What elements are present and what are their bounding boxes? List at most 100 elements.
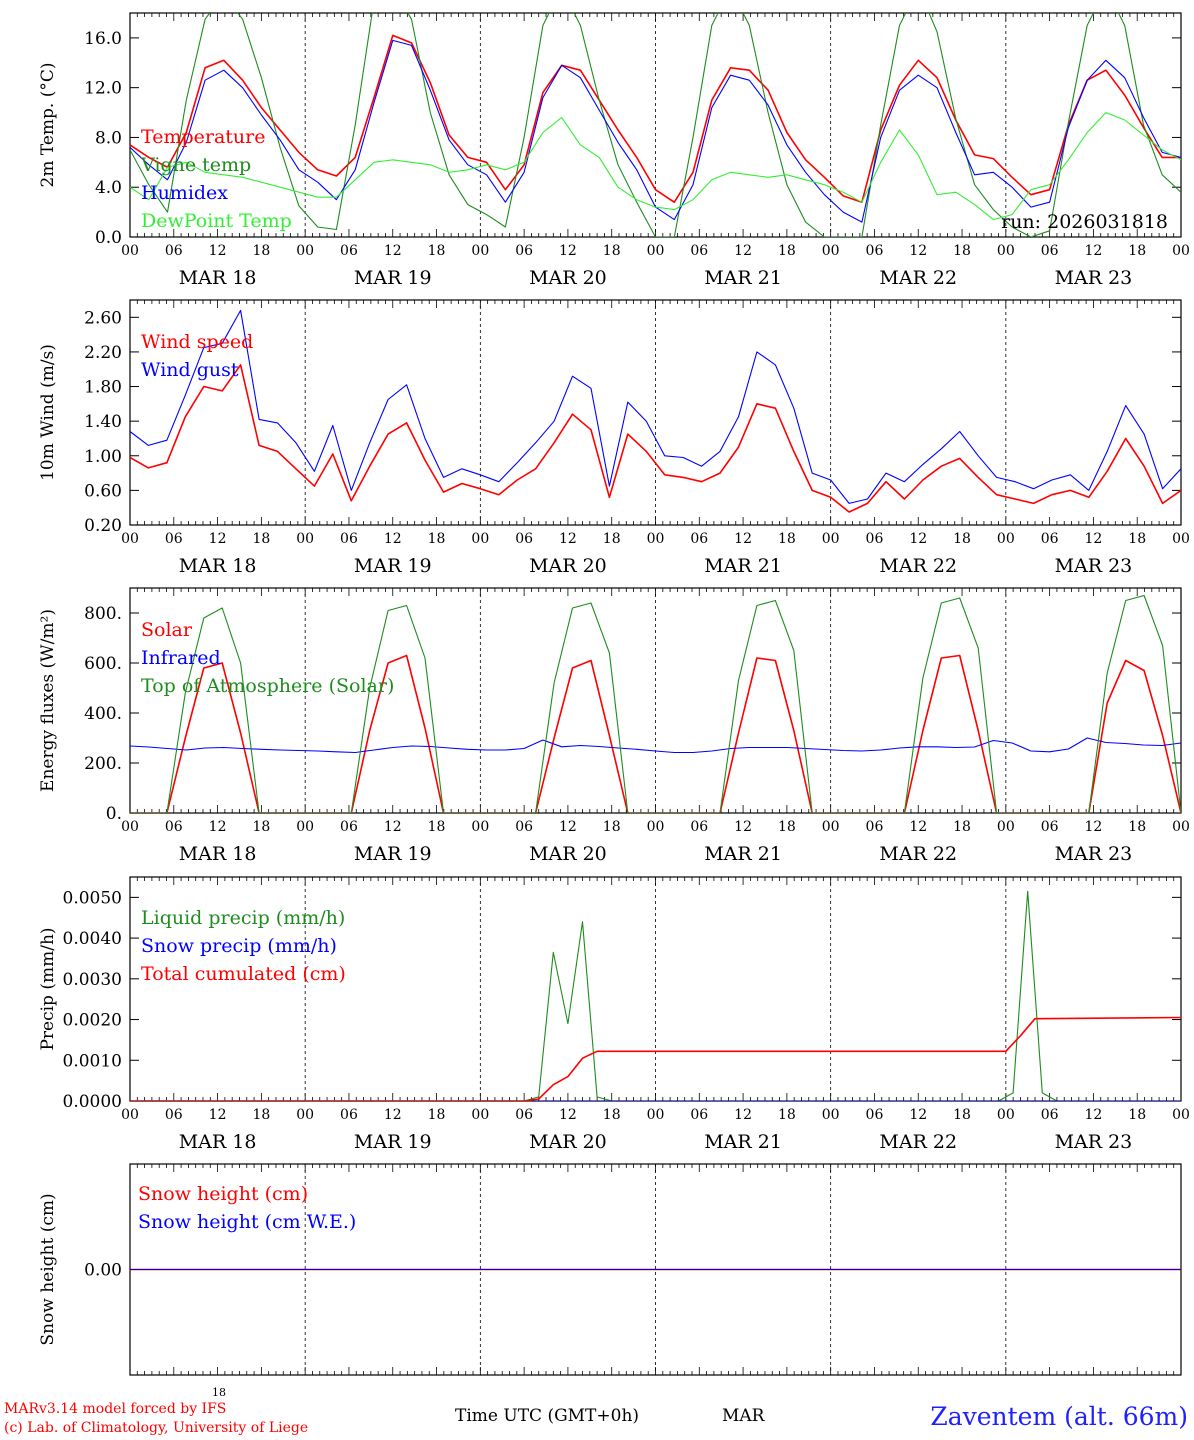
x-tick-label: 12: [909, 243, 927, 259]
x-tick-label: 06: [165, 531, 183, 547]
x-tick-label: 00: [647, 243, 665, 259]
x-tick-label: 06: [1041, 531, 1059, 547]
x-tick-label: 00: [471, 243, 489, 259]
run-label: run: 2026031818: [1001, 211, 1168, 233]
x-tick-label: 06: [515, 1107, 533, 1123]
start-day-label: 18: [212, 1386, 226, 1399]
y-axis-label: 2m Temp. (°C): [38, 62, 58, 187]
model-credit: MARv3.14 model forced by IFS: [4, 1401, 227, 1417]
x-tick-label: 12: [1085, 243, 1103, 259]
x-tick-label: 06: [340, 1107, 358, 1123]
y-axis-label: Precip (mm/h): [38, 927, 58, 1050]
x-tick-label: 06: [690, 531, 708, 547]
x-tick-label: 18: [1128, 531, 1146, 547]
y-tick-label: 0.0000: [63, 1092, 122, 1112]
y-tick-label: 0.: [106, 804, 122, 824]
x-tick-label: 18: [778, 1107, 796, 1123]
x-tick-label: 18: [603, 819, 621, 835]
legend-entry: Temperature: [141, 126, 265, 148]
x-tick-label: 00: [1172, 819, 1190, 835]
panel-precip: 00 06 12 18 00 06 12 18 00 06 12 18 00 06 12 18 00 06 12 18…: [38, 876, 1190, 1153]
x-tick-label: 12: [909, 1107, 927, 1123]
x-tick-label: 00: [296, 1107, 314, 1123]
series-line-dewpoint-temp: [130, 112, 1181, 221]
x-tick-label: 06: [866, 1107, 884, 1123]
x-tick-label: 06: [165, 1107, 183, 1123]
x-tick-label: 00: [997, 243, 1015, 259]
day-label: MAR 18: [179, 555, 257, 577]
day-label: MAR 19: [354, 843, 432, 865]
y-axis-label: Snow height (cm): [38, 1193, 58, 1345]
time-axis-label: Time UTC (GMT+0h): [455, 1406, 640, 1426]
y-tick-label: 16.0: [84, 29, 122, 49]
legend-entry: Vigne temp: [140, 154, 251, 176]
day-label: MAR 22: [879, 1131, 957, 1153]
legend-entry: Snow height (cm): [138, 1183, 308, 1205]
x-tick-label: 18: [1128, 819, 1146, 835]
x-tick-label: 06: [866, 243, 884, 259]
plot-frame: [129, 299, 1182, 526]
day-label: MAR 18: [179, 843, 257, 865]
x-tick-label: 00: [296, 243, 314, 259]
x-tick-label: 18: [1128, 1107, 1146, 1123]
x-tick-label: 06: [690, 1107, 708, 1123]
x-tick-label: 00: [121, 1107, 139, 1123]
day-label: MAR 19: [354, 555, 432, 577]
x-tick-label: 18: [428, 531, 446, 547]
day-label: MAR 22: [879, 555, 957, 577]
series-line-infrared: [130, 737, 1181, 754]
plot-frame: [129, 587, 1182, 814]
day-label: MAR 23: [1055, 1131, 1133, 1153]
legend-entry: Wind speed: [141, 331, 253, 353]
series-line-liquid-precip-mm-h-: [130, 890, 1181, 1101]
y-tick-label: 0.0030: [63, 970, 122, 990]
day-label: MAR 18: [179, 267, 257, 289]
day-label: MAR 19: [354, 267, 432, 289]
series-group: [130, 13, 1181, 237]
legend-entry: Snow precip (mm/h): [141, 935, 337, 957]
x-tick-label: 06: [515, 819, 533, 835]
x-tick-label: 06: [866, 819, 884, 835]
x-tick-label: 06: [165, 243, 183, 259]
x-tick-label: 06: [515, 531, 533, 547]
x-tick-label: 00: [1172, 531, 1190, 547]
x-tick-label: 18: [1128, 243, 1146, 259]
x-tick-label: 06: [340, 243, 358, 259]
x-tick-label: 00: [121, 819, 139, 835]
y-tick-label: 0.0050: [63, 888, 122, 908]
x-tick-label: 12: [209, 819, 227, 835]
station-title: Zaventem (alt. 66m): [930, 1402, 1188, 1431]
x-tick-label: 00: [121, 531, 139, 547]
day-label: MAR 20: [529, 555, 607, 577]
day-label: MAR 23: [1055, 555, 1133, 577]
x-tick-label: 00: [822, 531, 840, 547]
y-tick-label: 0.0040: [63, 929, 122, 949]
y-tick-label: 400.: [84, 704, 122, 724]
series-line-vigne-temp: [130, 13, 1181, 237]
day-label: MAR 18: [179, 1131, 257, 1153]
x-tick-label: 06: [690, 819, 708, 835]
legend-entry: Top of Atmosphere (Solar): [141, 675, 394, 697]
x-tick-label: 18: [603, 1107, 621, 1123]
x-tick-label: 12: [209, 531, 227, 547]
y-tick-label: 0.0: [95, 228, 122, 248]
legend-entry: Infrared: [141, 647, 221, 669]
x-tick-label: 00: [471, 819, 489, 835]
x-tick-label: 18: [953, 243, 971, 259]
x-tick-label: 00: [296, 819, 314, 835]
x-tick-label: 00: [822, 819, 840, 835]
x-tick-label: 18: [252, 819, 270, 835]
y-tick-label: 4.0: [95, 178, 122, 198]
day-label: MAR 20: [529, 843, 607, 865]
x-tick-label: 12: [559, 1107, 577, 1123]
panel-energy: 00 06 12 18 00 06 12 18 00 06 12 18 00 06 12 18 00 06 12 18…: [38, 587, 1190, 865]
x-tick-label: 00: [822, 1107, 840, 1123]
x-tick-label: 18: [778, 819, 796, 835]
month-label: MAR: [722, 1406, 765, 1426]
y-tick-label: 1.00: [84, 447, 122, 467]
series-line-wind-speed: [130, 364, 1181, 513]
day-label: MAR 21: [704, 843, 782, 865]
x-tick-label: 00: [1172, 1107, 1190, 1123]
x-tick-label: 18: [428, 243, 446, 259]
